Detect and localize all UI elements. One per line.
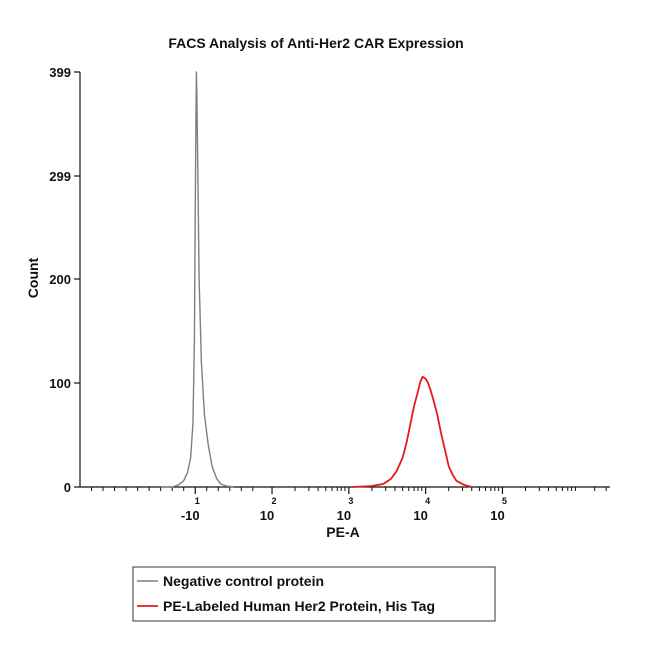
series-line-pe-labeled-her2 [352, 375, 472, 488]
x-axis-label: PE-A [326, 524, 359, 540]
y-tick-label: 299 [49, 169, 71, 184]
x-tick-label-base: 10 [413, 508, 427, 523]
chart-title: FACS Analysis of Anti-Her2 CAR Expressio… [168, 35, 463, 51]
legend-label-negative-control: Negative control protein [163, 573, 324, 589]
legend-label-pe-labeled-her2: PE-Labeled Human Her2 Protein, His Tag [163, 598, 435, 614]
legend: Negative control protein PE-Labeled Huma… [132, 566, 496, 622]
x-tick-label-base: 10 [490, 508, 504, 523]
x-tick-label-exponent: 4 [425, 496, 430, 506]
y-tick-label: 200 [49, 272, 71, 287]
x-tick-label-base: -10 [181, 508, 200, 523]
y-tick-label: 100 [49, 376, 71, 391]
y-axis-label: Count [25, 257, 41, 298]
series-group [160, 71, 472, 488]
legend-box [132, 566, 496, 622]
y-tick-label: 0 [64, 480, 71, 495]
x-axis-ticks: -10 1 10 2 10 3 10 4 10 5 [91, 487, 607, 523]
x-tick-label-exponent: 2 [272, 496, 277, 506]
series-line-negative-control [160, 71, 234, 488]
y-tick-label: 399 [49, 65, 71, 80]
x-tick-label-base: 10 [337, 508, 351, 523]
x-tick-label-base: 10 [260, 508, 274, 523]
x-tick-label-exponent: 1 [195, 496, 200, 506]
y-axis-ticks: 0 100 200 299 399 [49, 65, 80, 495]
x-tick-label-exponent: 3 [348, 496, 353, 506]
x-tick-label-exponent: 5 [502, 496, 507, 506]
plot-area: 0 100 200 299 399 -10 1 10 2 10 3 10 4 10 5 [49, 65, 610, 523]
